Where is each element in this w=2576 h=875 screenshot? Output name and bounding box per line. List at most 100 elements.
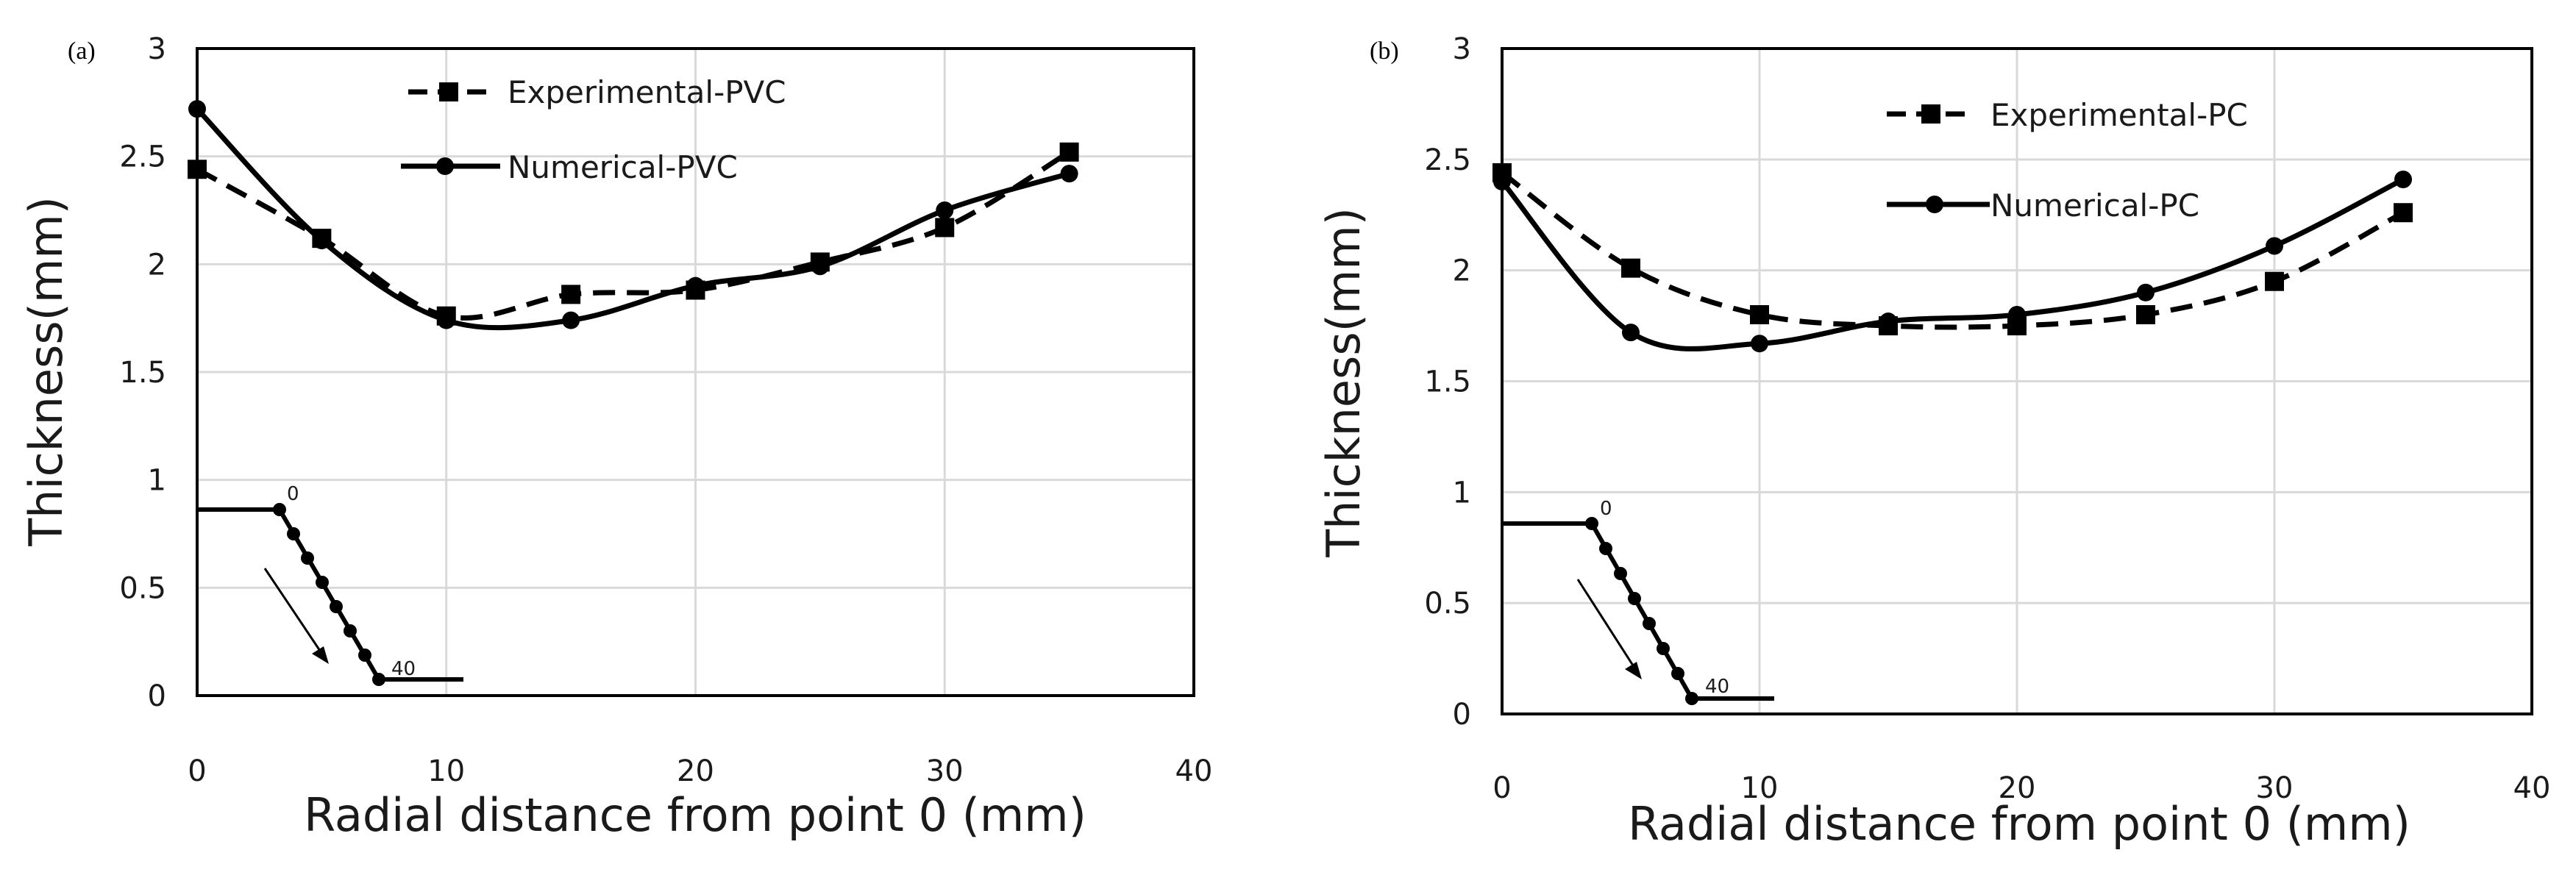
y-tick-labels: 0 0.5 1 1.5 2 2.5 3	[119, 32, 166, 713]
data-point-circle	[2394, 170, 2412, 188]
series-numerical	[188, 100, 1078, 331]
data-point-circle	[1622, 324, 1640, 342]
chart-panel-a: (a) 0 0.5 1 1.5 2 2.5 3 0 10 20 30 40 Experimental…	[19, 32, 1212, 842]
data-point-circle	[562, 311, 580, 329]
y-tick-label: 0.5	[119, 571, 166, 605]
inset-points	[1585, 517, 1698, 705]
inset-arrow-shaft	[263, 568, 321, 651]
inset-point	[1671, 667, 1684, 680]
inset-arrow-shaft	[1576, 579, 1634, 666]
inset-schematic: 0 40	[1502, 498, 1774, 705]
legend-marker-square	[1921, 104, 1940, 124]
data-point-square	[1750, 305, 1769, 324]
data-point-square	[2394, 203, 2413, 223]
data-point-circle	[2266, 237, 2283, 255]
x-tick-label: 40	[2513, 771, 2551, 805]
plot-frame	[196, 47, 1195, 697]
data-point-square	[2136, 305, 2155, 324]
data-point-circle	[2137, 283, 2155, 301]
x-tick-label: 30	[2256, 771, 2294, 805]
data-point-circle	[1751, 335, 1768, 353]
data-point-square	[1621, 258, 1640, 278]
inset-point	[1585, 517, 1598, 530]
data-point-circle	[313, 232, 331, 250]
data-point-square	[1059, 142, 1079, 162]
inset-point	[316, 576, 329, 589]
legend-marker-circle	[436, 157, 454, 175]
plot-frame	[1501, 47, 2533, 715]
legend: Experimental-PC Numerical-PC	[1887, 97, 2248, 224]
data-point-square	[2265, 271, 2284, 291]
series-experimental	[1492, 162, 2413, 336]
y-tick-label: 1	[148, 464, 166, 498]
legend: Experimental-PVC Numerical-PVC	[401, 74, 786, 185]
inset-point	[1685, 692, 1698, 705]
x-tick-label: 10	[427, 754, 465, 788]
panel-label: (a)	[68, 38, 96, 65]
x-tick-label: 20	[1999, 771, 2036, 805]
legend-label-experimental: Experimental-PVC	[508, 74, 786, 110]
inset-end-label: 40	[1705, 676, 1729, 698]
y-tick-label: 2	[148, 248, 166, 282]
inset-point	[1643, 617, 1656, 630]
inset-end-label: 40	[391, 658, 416, 680]
inset-point	[372, 673, 385, 686]
legend-marker-circle	[1926, 196, 1943, 213]
y-tick-label: 1.5	[119, 356, 166, 390]
inset-point	[358, 649, 371, 662]
legend-label-numerical: Numerical-PC	[1990, 188, 2199, 224]
inset-start-label: 0	[287, 483, 299, 505]
inset-point	[330, 600, 343, 613]
chart-panel-b: (b) 0 0.5 1 1.5 2 2.5 3 0 10 20 30 40 Experimental…	[1317, 32, 2550, 851]
arrow-icon	[312, 646, 329, 664]
x-tick-labels: 0 10 20 30 40	[188, 754, 1212, 788]
data-point-circle	[437, 311, 455, 329]
y-tick-label: 2.5	[1424, 143, 1471, 177]
inset-point	[344, 624, 357, 638]
inset-point	[287, 527, 300, 540]
data-point-circle	[936, 201, 954, 219]
x-tick-label: 40	[1175, 754, 1213, 788]
x-tick-label: 20	[677, 754, 714, 788]
y-tick-label: 3	[1453, 32, 1471, 66]
data-point-circle	[2008, 306, 2026, 324]
y-tick-label: 1	[1453, 476, 1471, 510]
arrow-icon	[1625, 662, 1642, 679]
gridlines	[196, 47, 1195, 697]
x-tick-label: 0	[1492, 771, 1511, 805]
data-point-circle	[1060, 165, 1078, 183]
data-point-circle	[1879, 312, 1897, 331]
legend-label-experimental: Experimental-PC	[1990, 97, 2248, 133]
y-tick-label: 1.5	[1424, 365, 1471, 399]
inset-start-label: 0	[1600, 498, 1612, 520]
y-tick-label: 0.5	[1424, 587, 1471, 621]
data-series	[1492, 162, 2413, 353]
x-tick-label: 10	[1741, 771, 1779, 805]
data-point-circle	[1493, 173, 1511, 190]
y-axis-label: Thickness(mm)	[1317, 207, 1370, 558]
inset-profile	[1502, 521, 1774, 701]
y-tick-label: 0	[148, 679, 166, 713]
x-tick-label: 30	[926, 754, 964, 788]
data-point-square	[188, 160, 207, 179]
y-tick-label: 0	[1453, 698, 1471, 732]
gridlines	[1501, 47, 2533, 715]
panel-label: (b)	[1370, 38, 1399, 65]
inset-point	[1599, 542, 1612, 555]
inset-points	[273, 503, 385, 686]
inset-schematic: 0 40	[197, 483, 463, 686]
inset-point	[273, 503, 286, 516]
x-axis-label: Radial distance from point 0 (mm)	[304, 788, 1086, 842]
data-series	[188, 100, 1079, 331]
y-tick-label: 3	[148, 32, 166, 66]
data-point-circle	[188, 100, 206, 118]
data-point-square	[935, 218, 955, 238]
y-tick-label: 2	[1453, 254, 1471, 288]
y-axis-label: Thickness(mm)	[19, 196, 73, 547]
inset-point	[301, 551, 314, 565]
x-axis-label: Radial distance from point 0 (mm)	[1628, 797, 2410, 851]
inset-point	[1614, 567, 1627, 580]
y-tick-label: 2.5	[119, 140, 166, 174]
series-numerical	[1493, 170, 2412, 353]
data-point-square	[561, 285, 581, 304]
